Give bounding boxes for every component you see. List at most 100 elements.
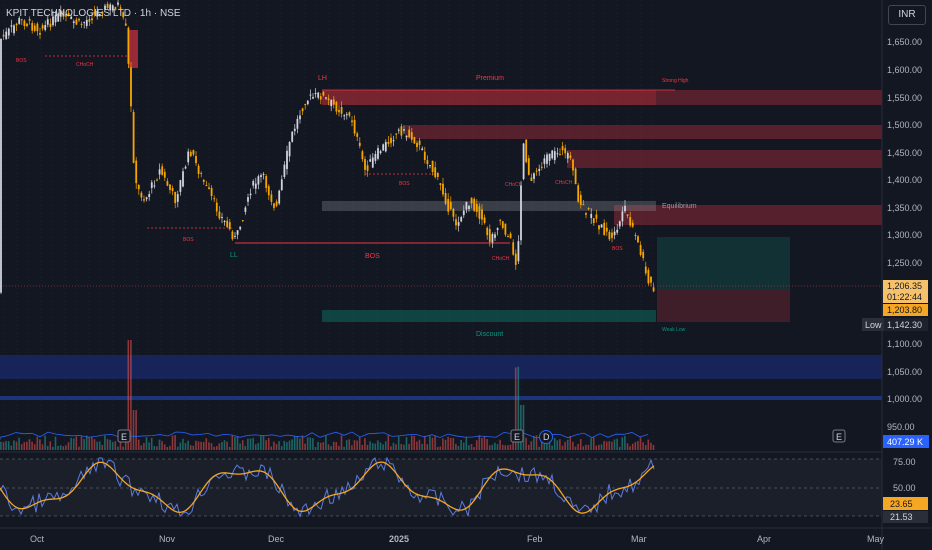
volume-bar [444, 439, 447, 450]
volume-bar [65, 445, 67, 450]
candle-body [540, 166, 543, 168]
candle-body [2, 34, 5, 37]
time-axis[interactable]: Oct Nov Dec 2025 Feb Mar Apr May [30, 534, 885, 544]
volume-bar [174, 435, 176, 450]
volume-bar [457, 445, 460, 450]
volume-bar [592, 437, 595, 450]
candle-body [553, 151, 556, 161]
volume-bar [273, 441, 275, 450]
candle-body [499, 219, 502, 221]
volume-bar [247, 438, 249, 450]
candle-body [408, 129, 411, 138]
volume-bar [122, 446, 124, 450]
candle-body [273, 203, 275, 208]
candle-body [314, 93, 317, 95]
volume-bar [23, 442, 26, 450]
volume-bar [387, 435, 390, 450]
volume-bar [278, 441, 280, 450]
volume-bar [241, 440, 244, 450]
volume-bar [468, 445, 470, 450]
choch-label: CHoCH [555, 180, 573, 186]
equilibrium-zone [322, 201, 656, 211]
volume-bar [163, 444, 166, 450]
candle-body [20, 19, 23, 21]
price-tick: 1,650.00 [887, 37, 922, 47]
candle-body [421, 148, 424, 151]
volume-bar [462, 442, 465, 450]
candle-body [23, 20, 26, 27]
volume-bar [176, 446, 179, 450]
candle-body [221, 216, 223, 218]
equilibrium-label: Equilibrium [662, 203, 697, 210]
candle-body [249, 193, 252, 196]
supply-zone-1 [656, 90, 882, 105]
candle-body [496, 228, 499, 231]
volume-bar [127, 340, 130, 450]
volume-bar [577, 444, 579, 450]
earnings-marker[interactable]: E [117, 429, 131, 443]
candle-body [241, 220, 244, 222]
candle-body [179, 180, 182, 192]
candle-body [41, 25, 44, 29]
svg-text:D: D [543, 432, 550, 442]
volume-bar [239, 443, 241, 450]
candle-body [0, 38, 2, 293]
candle-body [431, 160, 434, 173]
volume-bar [605, 441, 608, 450]
candle-body [403, 129, 405, 131]
volume-bar [566, 439, 569, 450]
candle-body [208, 187, 210, 190]
volume-bar [57, 446, 59, 450]
candle-body [98, 13, 101, 15]
candle-body [626, 214, 629, 216]
volume-bar [124, 440, 127, 450]
volume-bar [286, 442, 288, 450]
volume-bar [455, 443, 457, 450]
candle-body [88, 19, 91, 22]
volume-bar [330, 446, 332, 450]
price-axis[interactable]: 1,650.00 1,600.00 1,550.00 1,500.00 1,45… [887, 37, 922, 493]
volume-bar [548, 438, 551, 450]
candle-body [148, 194, 151, 198]
earnings-marker[interactable]: E [510, 429, 524, 443]
candle-body [374, 154, 377, 161]
time-tick: Mar [631, 534, 647, 544]
earnings-marker-future[interactable]: E [832, 429, 846, 443]
volume-bar [78, 446, 80, 450]
candle-body [439, 183, 442, 186]
low-label: Low [865, 320, 882, 330]
volume-bar [642, 442, 644, 450]
volume-bar [312, 438, 314, 450]
volume-bar [546, 438, 548, 450]
volume-bar [618, 446, 621, 450]
candle-body [400, 126, 403, 136]
candle-body [470, 197, 473, 204]
volume-bar [481, 437, 483, 450]
bos-label: BOS [399, 181, 410, 187]
volume-bar [410, 435, 413, 450]
volume-bar [145, 437, 148, 450]
last-price-value: 1,206.35 [887, 281, 922, 291]
candle-body [36, 23, 39, 32]
candle-body [543, 158, 546, 164]
volume-bar [314, 446, 317, 450]
symbol-header[interactable]: KPIT TECHNOLOGIES LTD · 1h · NSE [6, 8, 181, 19]
volume-bar [525, 437, 527, 450]
candle-body [171, 188, 174, 192]
candle-body [616, 229, 619, 233]
candle-body [507, 235, 509, 237]
candle-body [83, 22, 86, 24]
candle-body [143, 199, 145, 201]
candle-body [447, 198, 450, 212]
currency-button[interactable]: INR [888, 5, 926, 25]
candle-body [119, 7, 122, 9]
volume-bar [449, 437, 452, 450]
volume-bar [475, 440, 478, 450]
volume-bar [564, 441, 566, 450]
volume-bar [213, 446, 215, 450]
volume-bar [96, 441, 98, 450]
candle-body [460, 217, 463, 222]
volume-bar [647, 439, 650, 450]
dividend-marker[interactable]: D [539, 430, 553, 444]
